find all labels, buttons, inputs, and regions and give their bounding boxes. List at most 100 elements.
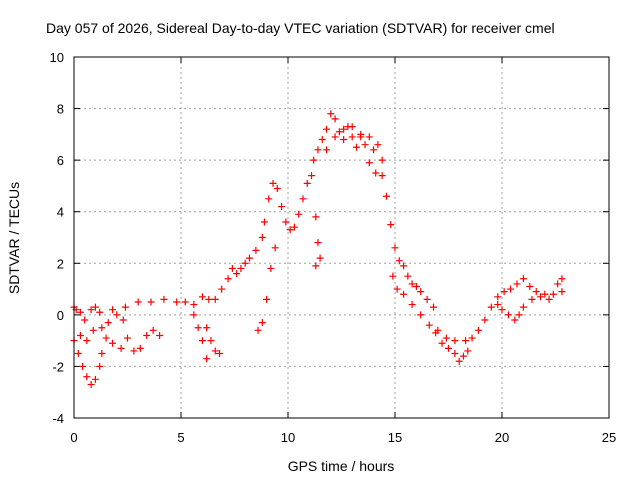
- data-point: [513, 280, 521, 288]
- data-point: [462, 337, 470, 345]
- data-point: [203, 355, 211, 363]
- data-point: [203, 324, 211, 332]
- x-tick-label: 20: [495, 430, 509, 445]
- data-point: [348, 133, 356, 141]
- data-point: [303, 179, 311, 187]
- y-tick-label: 6: [57, 153, 64, 168]
- data-points: [70, 110, 566, 388]
- data-point: [445, 344, 452, 352]
- data-point: [205, 295, 213, 303]
- data-point: [245, 254, 253, 262]
- data-point: [76, 308, 84, 316]
- data-point: [76, 331, 84, 339]
- data-point: [312, 213, 320, 221]
- data-point: [314, 146, 322, 154]
- data-point: [365, 133, 373, 141]
- data-point: [481, 316, 489, 324]
- data-point: [318, 136, 326, 144]
- data-point: [194, 324, 202, 332]
- data-point: [474, 326, 482, 334]
- data-point: [228, 264, 236, 272]
- data-point: [558, 275, 566, 283]
- data-point: [282, 218, 290, 226]
- data-point: [500, 288, 508, 296]
- data-point: [537, 293, 545, 301]
- x-tick-label: 5: [177, 430, 184, 445]
- data-point: [98, 324, 106, 332]
- data-point: [160, 295, 168, 303]
- data-point: [323, 146, 331, 154]
- data-point: [365, 159, 373, 167]
- data-point: [507, 285, 515, 293]
- grid-layer: [74, 57, 609, 418]
- data-point: [265, 195, 273, 203]
- x-tick-label: 15: [388, 430, 402, 445]
- data-point: [404, 272, 412, 280]
- data-point: [340, 125, 348, 133]
- data-point: [260, 218, 268, 226]
- data-point: [498, 306, 506, 314]
- x-axis-label: GPS time / hours: [288, 458, 395, 474]
- data-point: [323, 125, 331, 133]
- data-point: [434, 326, 442, 334]
- x-tick-label: 0: [70, 430, 77, 445]
- data-point: [442, 334, 450, 342]
- data-point: [378, 156, 386, 164]
- data-point: [438, 339, 446, 347]
- data-point: [109, 306, 117, 314]
- data-point: [348, 123, 356, 131]
- y-tick-label: -2: [52, 359, 64, 374]
- data-point: [136, 344, 144, 352]
- data-point: [96, 308, 104, 316]
- data-point: [464, 347, 472, 355]
- data-point: [198, 293, 206, 301]
- data-point: [310, 156, 318, 164]
- data-point: [173, 298, 181, 306]
- data-point: [258, 234, 266, 241]
- data-point: [269, 179, 277, 187]
- data-point: [374, 141, 382, 149]
- data-point: [254, 326, 262, 334]
- data-point: [147, 298, 155, 306]
- data-point: [233, 270, 241, 278]
- data-point: [389, 272, 397, 280]
- y-tick-label: 8: [57, 102, 64, 117]
- axis-layer: 0 5 10 15 20 25 -4 -2 0 2 4 6 8 10: [50, 50, 617, 445]
- data-point: [74, 350, 82, 358]
- data-point: [451, 350, 459, 358]
- data-point: [425, 321, 433, 329]
- data-point: [312, 262, 320, 270]
- data-point: [459, 352, 467, 360]
- data-point: [263, 295, 271, 303]
- data-point: [487, 303, 495, 311]
- data-point: [494, 293, 502, 301]
- data-point: [211, 347, 219, 355]
- data-point: [382, 192, 390, 200]
- y-tick-label: 4: [57, 205, 64, 220]
- data-point: [81, 316, 89, 324]
- x-tick-label: 25: [602, 430, 616, 445]
- data-point: [211, 295, 219, 303]
- data-point: [451, 337, 459, 345]
- data-point: [290, 223, 298, 231]
- x-tick-label: 10: [281, 430, 295, 445]
- data-point: [278, 203, 286, 211]
- data-point: [98, 350, 106, 358]
- data-point: [181, 298, 189, 306]
- data-point: [494, 301, 502, 309]
- data-point: [89, 326, 97, 334]
- data-point: [393, 285, 401, 293]
- data-point: [156, 331, 164, 339]
- data-point: [96, 362, 104, 370]
- data-point: [83, 373, 91, 381]
- data-point: [198, 337, 206, 345]
- data-point: [134, 298, 142, 306]
- data-point: [558, 288, 566, 296]
- data-point: [541, 290, 549, 298]
- data-point: [316, 254, 324, 262]
- data-point: [331, 133, 339, 141]
- data-point: [91, 303, 99, 311]
- data-point: [370, 146, 378, 154]
- data-point: [91, 375, 99, 383]
